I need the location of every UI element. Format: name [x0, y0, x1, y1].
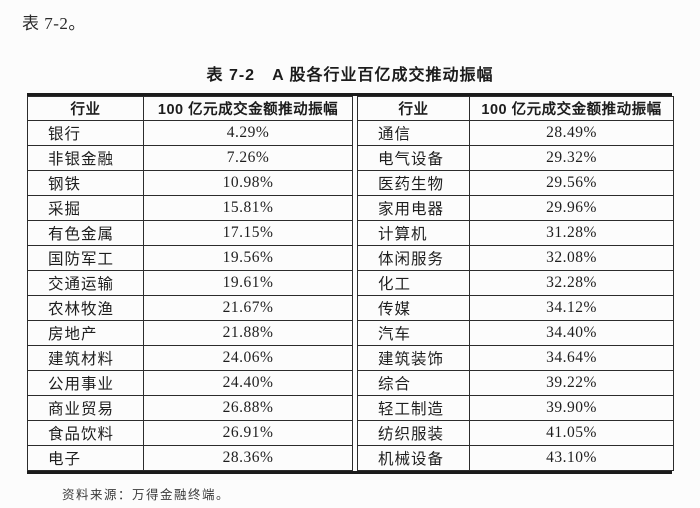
value-cell: 29.56%: [469, 170, 674, 196]
table-row: 非银金融 7.26%: [27, 145, 353, 171]
industry-cell: 有色金属: [27, 220, 144, 246]
table-header-row: 行业 100 亿元成交金额推动振幅: [357, 96, 674, 121]
industry-cell: 交通运输: [27, 270, 144, 296]
industry-cell: 银行: [27, 120, 144, 146]
value-cell: 26.88%: [143, 395, 353, 421]
value-cell: 10.98%: [143, 170, 353, 196]
source-note: 资料来源：万得金融终端。: [62, 488, 231, 502]
table-row: 采掘 15.81%: [27, 195, 353, 221]
table-row: 医药生物 29.56%: [357, 170, 674, 196]
value-cell: 21.67%: [143, 295, 353, 321]
value-cell: 26.91%: [143, 420, 353, 446]
table-row: 传媒 34.12%: [357, 295, 674, 321]
value-cell: 24.40%: [143, 370, 353, 396]
value-cell: 32.28%: [469, 270, 674, 296]
table-row: 纺织服装 41.05%: [357, 420, 674, 446]
table-row: 食品饮料 26.91%: [27, 420, 353, 446]
industry-cell: 公用事业: [27, 370, 144, 396]
industry-cell: 商业贸易: [27, 395, 144, 421]
table-row: 计算机 31.28%: [357, 220, 674, 246]
table-row: 化工 32.28%: [357, 270, 674, 296]
value-cell: 15.81%: [143, 195, 353, 221]
industry-cell: 非银金融: [27, 145, 144, 171]
table-row: 有色金属 17.15%: [27, 220, 353, 246]
table-row: 家用电器 29.96%: [357, 195, 674, 221]
value-cell: 28.36%: [143, 445, 353, 471]
industry-cell: 电子: [27, 445, 144, 471]
industry-cell: 建筑材料: [27, 345, 144, 371]
column-header-industry: 行业: [357, 96, 470, 121]
table-row: 电气设备 29.32%: [357, 145, 674, 171]
column-header-value: 100 亿元成交金额推动振幅: [469, 96, 674, 121]
table-row: 银行 4.29%: [27, 120, 353, 146]
value-cell: 43.10%: [469, 445, 674, 471]
industry-cell: 化工: [357, 270, 470, 296]
table-right-half: 行业 100 亿元成交金额推动振幅 通信 28.49% 电气设备 29.32% 医药生物…: [357, 96, 674, 471]
value-cell: 29.32%: [469, 145, 674, 171]
industry-cell: 纺织服装: [357, 420, 470, 446]
industry-cell: 食品饮料: [27, 420, 144, 446]
table-row: 建筑装饰 34.64%: [357, 345, 674, 371]
value-cell: 31.28%: [469, 220, 674, 246]
table-row: 商业贸易 26.88%: [27, 395, 353, 421]
value-cell: 41.05%: [469, 420, 674, 446]
column-header-value: 100 亿元成交金额推动振幅: [143, 96, 353, 121]
table-row: 国防军工 19.56%: [27, 245, 353, 271]
table-title: 表 7-2 A 股各行业百亿成交推动振幅: [206, 67, 494, 84]
table-row: 机械设备 43.10%: [357, 445, 674, 471]
table-row: 公用事业 24.40%: [27, 370, 353, 396]
industry-cell: 国防军工: [27, 245, 144, 271]
industry-cell: 通信: [357, 120, 470, 146]
value-cell: 39.90%: [469, 395, 674, 421]
industry-cell: 建筑装饰: [357, 345, 470, 371]
value-cell: 21.88%: [143, 320, 353, 346]
value-cell: 7.26%: [143, 145, 353, 171]
table-row: 交通运输 19.61%: [27, 270, 353, 296]
industry-cell: 电气设备: [357, 145, 470, 171]
value-cell: 39.22%: [469, 370, 674, 396]
industry-cell: 体闲服务: [357, 245, 470, 271]
industry-cell: 轻工制造: [357, 395, 470, 421]
value-cell: 19.56%: [143, 245, 353, 271]
table-row: 钢铁 10.98%: [27, 170, 353, 196]
industry-amplitude-table: 行业 100 亿元成交金额推动振幅 银行 4.29% 非银金融 7.26% 钢铁 10.9…: [27, 93, 674, 474]
value-cell: 34.12%: [469, 295, 674, 321]
table-row: 电子 28.36%: [27, 445, 353, 471]
value-cell: 29.96%: [469, 195, 674, 221]
table-row: 综合 39.22%: [357, 370, 674, 396]
industry-cell: 汽车: [357, 320, 470, 346]
industry-cell: 传媒: [357, 295, 470, 321]
table-row: 房地产 21.88%: [27, 320, 353, 346]
value-cell: 28.49%: [469, 120, 674, 146]
table-row: 建筑材料 24.06%: [27, 345, 353, 371]
table-row: 轻工制造 39.90%: [357, 395, 674, 421]
table-row: 汽车 34.40%: [357, 320, 674, 346]
table-row: 通信 28.49%: [357, 120, 674, 146]
industry-cell: 综合: [357, 370, 470, 396]
value-cell: 19.61%: [143, 270, 353, 296]
industry-cell: 采掘: [27, 195, 144, 221]
value-cell: 34.40%: [469, 320, 674, 346]
industry-cell: 房地产: [27, 320, 144, 346]
value-cell: 17.15%: [143, 220, 353, 246]
intro-text: 表 7-2。: [22, 14, 86, 33]
industry-cell: 家用电器: [357, 195, 470, 221]
industry-cell: 计算机: [357, 220, 470, 246]
value-cell: 4.29%: [143, 120, 353, 146]
value-cell: 34.64%: [469, 345, 674, 371]
table-row: 农林牧渔 21.67%: [27, 295, 353, 321]
industry-cell: 农林牧渔: [27, 295, 144, 321]
table-left-half: 行业 100 亿元成交金额推动振幅 银行 4.29% 非银金融 7.26% 钢铁 10.9…: [27, 96, 353, 471]
table-left-body: 银行 4.29% 非银金融 7.26% 钢铁 10.98% 采掘 15.81% 有色金属 17.1…: [27, 120, 353, 471]
industry-cell: 医药生物: [357, 170, 470, 196]
column-header-industry: 行业: [27, 96, 144, 121]
industry-cell: 钢铁: [27, 170, 144, 196]
value-cell: 32.08%: [469, 245, 674, 271]
document-page: 表 7-2。 表 7-2 A 股各行业百亿成交推动振幅 行业 100 亿元成交金…: [0, 9, 700, 503]
table-header-row: 行业 100 亿元成交金额推动振幅: [27, 96, 353, 121]
table-right-body: 通信 28.49% 电气设备 29.32% 医药生物 29.56% 家用电器 29.96% 计算…: [357, 120, 674, 471]
value-cell: 24.06%: [143, 345, 353, 371]
table-row: 体闲服务 32.08%: [357, 245, 674, 271]
industry-cell: 机械设备: [357, 445, 470, 471]
